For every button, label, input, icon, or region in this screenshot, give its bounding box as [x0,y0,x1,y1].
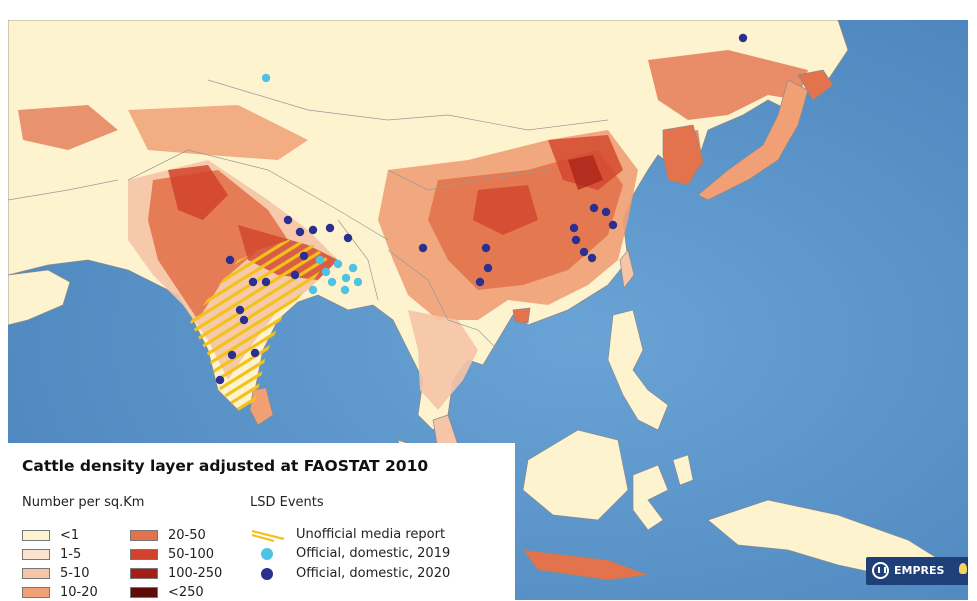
arabian-land [8,269,71,326]
event-2020-point [283,215,293,225]
event-2020-point [215,375,225,385]
density-class-5: 20-50 [130,528,206,544]
event-2020-point [589,203,599,213]
density-class-label: 50-100 [168,547,215,562]
event-2020-point [579,247,589,257]
sulawesi [632,464,669,531]
event-2019-point [315,255,325,265]
density-swatch [130,530,158,541]
density-class-7: 100-250 [130,566,222,582]
event-2020-point [225,255,235,265]
halmahera [672,454,694,486]
event-2020-point [235,305,245,315]
event-2020-point [601,207,611,217]
fao-emblem-icon [872,562,889,579]
event-2020-point [481,243,491,253]
borneo [522,429,629,521]
dot-2019-icon [248,547,288,561]
density-legend-header: Number per sq.Km [22,495,145,510]
event-2020-point [325,223,335,233]
event-2020-point [569,223,579,233]
density-class-3: 5-10 [22,566,90,582]
density-class-label: 100-250 [168,566,223,581]
country-borders [8,79,609,351]
event-label: Unofficial media report [296,527,446,542]
density-swatch [22,568,50,579]
event-legend-unofficial: Unofficial media report [248,527,445,543]
hainan [512,307,531,324]
taiwan [619,249,635,289]
event-2019-point [327,277,337,287]
density-swatch [22,530,50,541]
density-class-label: 1-5 [60,547,82,562]
event-2019-point [341,273,351,283]
unofficial-report-area [190,240,328,412]
japan [697,79,809,201]
density-class-label: 20-50 [168,528,206,543]
density-class-1: <1 [22,528,79,544]
event-2020-point [290,270,300,280]
density-class-label: <1 [60,528,80,543]
event-label: Official, domestic, 2020 [296,566,451,581]
event-2020-point [250,348,260,358]
event-2019-point [348,263,358,273]
event-2019-point [308,285,318,295]
event-2020-point [608,220,618,230]
event-2020-point [343,233,353,243]
density-swatch [22,587,50,598]
event-2020-point [299,251,309,261]
hatch-icon [248,528,288,542]
event-2020-point [587,253,597,263]
empres-logo: EMPRES [866,557,968,585]
bulb-icon [959,563,967,574]
event-legend-2020: Official, domestic, 2020 [248,566,450,582]
legend-title: Cattle density layer adjusted at FAOSTAT… [22,457,429,475]
event-2019-point [353,277,363,287]
density-class-2: 1-5 [22,547,81,563]
events-2019 [261,73,363,295]
event-2020-point [418,243,428,253]
events-legend-header: LSD Events [250,495,324,510]
event-2019-point [333,259,343,269]
event-label: Official, domestic, 2019 [296,546,451,561]
density-class-8: <250 [130,585,204,601]
event-2019-point [321,267,331,277]
logo-text: EMPRES [894,564,945,577]
density-class-label: <250 [168,585,204,600]
event-2019-point [340,285,350,295]
map-legend: Cattle density layer adjusted at FAOSTAT… [8,443,515,600]
event-2020-point [227,350,237,360]
korea [662,124,704,186]
event-2020-point [483,263,493,273]
event-2020-point [295,227,305,237]
density-swatch [130,549,158,560]
density-class-6: 50-100 [130,547,214,563]
java [522,549,649,581]
density-class-4: 10-20 [22,585,98,601]
density-swatch [22,549,50,560]
event-2020-point [738,33,748,43]
dot-2020-icon [248,567,288,581]
event-2020-point [261,277,271,287]
event-2020-point [239,315,249,325]
events-2020 [215,33,748,385]
density-swatch [130,587,158,598]
map-panel: EMPRES [8,20,968,600]
density-layer [18,50,808,410]
density-class-label: 5-10 [60,566,90,581]
hokkaido [797,69,834,101]
event-2019-point [261,73,271,83]
density-swatch [130,568,158,579]
event-2020-point [475,277,485,287]
cattle-density-map [8,20,968,600]
event-2020-point [308,225,318,235]
event-legend-2019: Official, domestic, 2019 [248,546,450,562]
density-class-label: 10-20 [60,585,98,600]
philippines [607,309,669,431]
event-2020-point [571,235,581,245]
event-2020-point [248,277,258,287]
